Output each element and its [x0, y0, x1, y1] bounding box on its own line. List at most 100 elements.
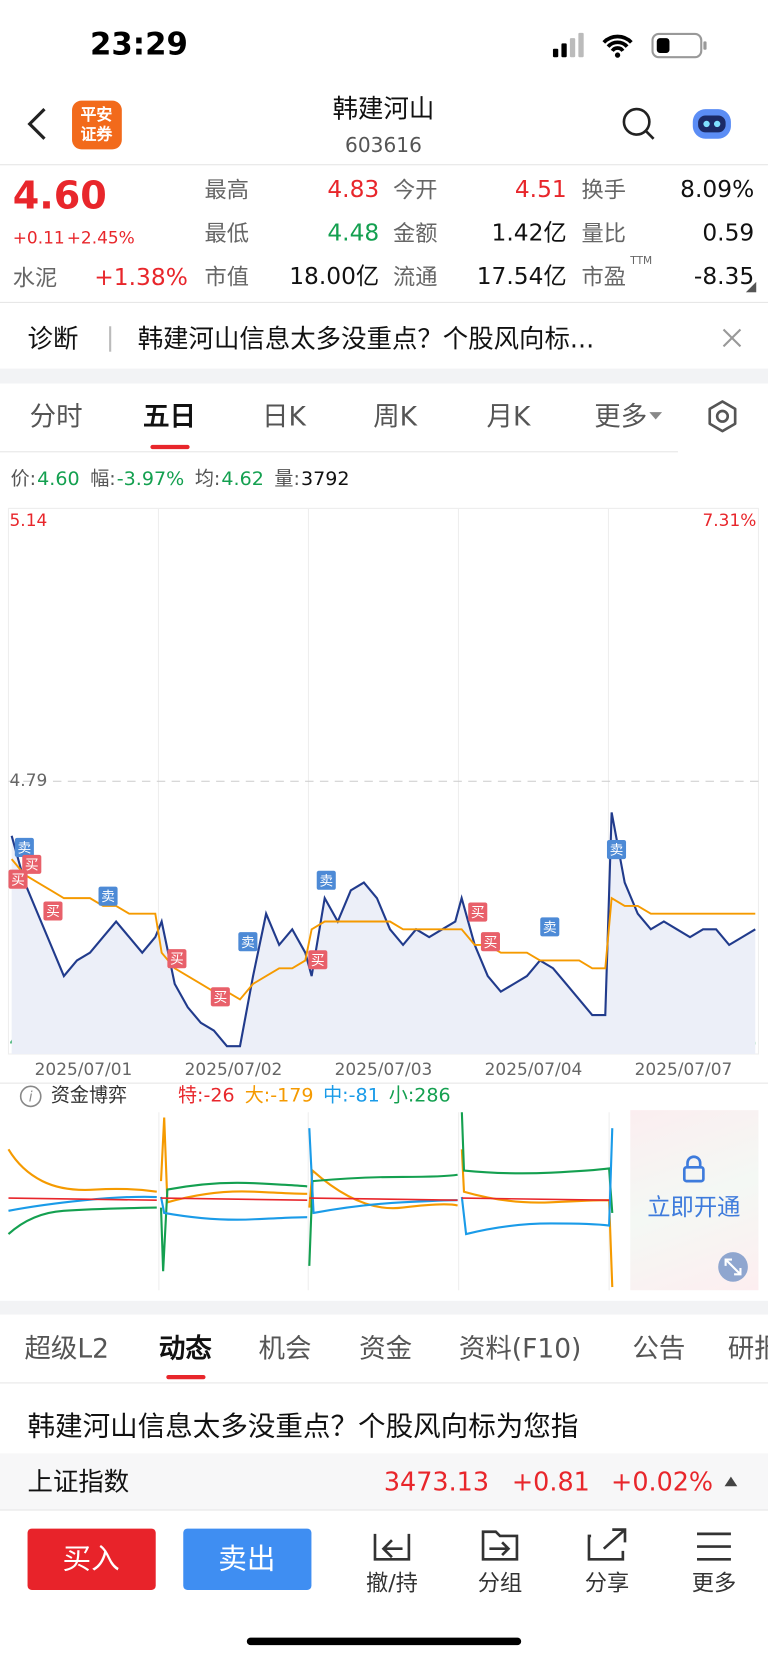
info-icon[interactable]: i: [19, 1085, 42, 1108]
sector-name: 水泥: [12, 265, 58, 291]
signal-label: 卖: [241, 935, 255, 951]
stat-value: 4.51: [514, 176, 567, 204]
info-value: 4.60: [37, 468, 80, 491]
stat-value: 4.48: [327, 220, 380, 247]
content-tab[interactable]: 资金: [359, 1333, 413, 1364]
chart-tab[interactable]: 日K: [261, 400, 306, 432]
content-tab[interactable]: 研报: [727, 1333, 768, 1364]
expand-button[interactable]: [717, 1251, 749, 1283]
x-tick-label: 2025/07/02: [185, 1059, 283, 1079]
buy-button[interactable]: 买入: [27, 1528, 156, 1591]
assistant-button[interactable]: [689, 103, 736, 145]
signal-badge: [316, 870, 336, 890]
stat-value: 4.83: [327, 176, 380, 204]
price-chart: 5.144.794.447.31%-7.31%2025/07/012025/07…: [7, 507, 759, 1079]
content-tab[interactable]: 公告: [632, 1333, 686, 1364]
status-time: 23:29: [90, 25, 188, 62]
info-value: 3792: [300, 468, 350, 491]
corner-mark: [745, 281, 757, 293]
divider: [0, 1082, 768, 1084]
y2-tick-label: 7.31%: [703, 510, 757, 530]
flow-title: 资金博弈: [50, 1084, 128, 1107]
stat-value: 1.42亿: [491, 220, 567, 247]
signal-badge: [167, 949, 187, 969]
average-line: [10, 858, 756, 1001]
unlock-text[interactable]: 立即开通: [647, 1194, 741, 1222]
stat-label: 今开: [393, 177, 438, 203]
signal-badge: [238, 932, 258, 952]
info-value: -3.97%: [116, 468, 185, 491]
content-tab[interactable]: 资料(F10): [458, 1333, 582, 1364]
gap: [0, 1300, 768, 1315]
tool-label[interactable]: 更多: [691, 1570, 737, 1596]
x-tick-label: 2025/07/04: [485, 1059, 583, 1079]
tool-label[interactable]: 撤/持: [365, 1570, 418, 1596]
stat-label: 市盈: [581, 264, 627, 290]
content-tab[interactable]: 动态: [158, 1333, 212, 1364]
divider: [0, 164, 768, 166]
tab-indicator: [166, 1374, 206, 1380]
signal-label: 买: [170, 952, 184, 968]
flow-item: 小:286: [388, 1084, 451, 1107]
index-value: 3473.13: [383, 1467, 489, 1497]
expand-arrow[interactable]: [724, 1475, 739, 1488]
stat-label: 金额: [393, 220, 438, 247]
search-button[interactable]: [621, 106, 657, 142]
chart-tab[interactable]: 五日: [142, 400, 196, 432]
signal-badge: [468, 902, 488, 922]
signal-label: 卖: [17, 840, 31, 856]
diagnosis-text[interactable]: 韩建河山信息太多没重点？个股风向标...: [137, 324, 595, 354]
back-button[interactable]: [21, 106, 53, 142]
signal-label: 买: [213, 990, 227, 1006]
chart-tab[interactable]: 分时: [29, 400, 83, 432]
index-change: +0.81: [511, 1467, 590, 1497]
divider: [0, 1509, 768, 1511]
stock-name: 韩建河山: [332, 94, 435, 124]
index-name: 上证指数: [27, 1467, 130, 1497]
signal-badge: [606, 840, 627, 860]
stock-code: 603616: [345, 134, 422, 158]
signal-badge: [14, 837, 34, 857]
stat-label: 最低: [204, 220, 249, 247]
locked-panel[interactable]: 立即开通: [630, 1110, 759, 1291]
tool-label[interactable]: 分享: [584, 1570, 630, 1596]
index-bar[interactable]: 上证指数 3473.13 +0.81 +0.02%: [0, 1453, 768, 1510]
divider: [0, 301, 768, 303]
chart-tab[interactable]: 月K: [486, 400, 531, 432]
news-headline[interactable]: 韩建河山信息太多没重点？个股风向标为您指: [27, 1410, 579, 1443]
signal-label: 买: [311, 953, 325, 969]
flow-item: 特:-26: [177, 1084, 235, 1107]
info-label: 幅:: [90, 468, 116, 491]
signal-label: 买: [11, 872, 25, 888]
svg-text:i: i: [29, 1089, 33, 1105]
signal-badge: [8, 869, 28, 889]
y-tick-label: 5.14: [10, 510, 48, 530]
close-button[interactable]: [720, 326, 743, 349]
tool-icons: [373, 1528, 731, 1561]
gap: [0, 368, 768, 384]
price-area: [11, 812, 756, 1055]
stat-label: 量比: [581, 220, 627, 247]
signal-badge: [540, 917, 560, 937]
stat-value: 17.54亿: [476, 263, 567, 291]
content-tab[interactable]: 机会: [258, 1333, 312, 1364]
stat-label: 换手: [581, 177, 627, 203]
signal-badge: [308, 950, 328, 970]
settings-button[interactable]: [705, 399, 739, 433]
chart-tab[interactable]: 更多: [594, 400, 648, 432]
tool-label[interactable]: 分组: [477, 1570, 523, 1596]
sell-button[interactable]: 卖出: [183, 1528, 312, 1591]
content-tab[interactable]: 超级L2: [24, 1333, 110, 1364]
signal-label: 买: [46, 904, 60, 920]
signal-label: 卖: [101, 889, 115, 905]
diagnosis-label: 诊断: [27, 324, 79, 354]
separator: [109, 326, 112, 352]
broker-logo: 平安 证券: [72, 100, 122, 150]
price-change-pct: +2.45%: [66, 227, 135, 248]
index-pct: +0.02%: [611, 1467, 714, 1497]
chart-tab[interactable]: 周K: [373, 400, 418, 432]
stat-label: 流通: [393, 264, 438, 290]
stat-value: 8.09%: [680, 176, 755, 204]
home-indicator: [246, 1637, 522, 1646]
